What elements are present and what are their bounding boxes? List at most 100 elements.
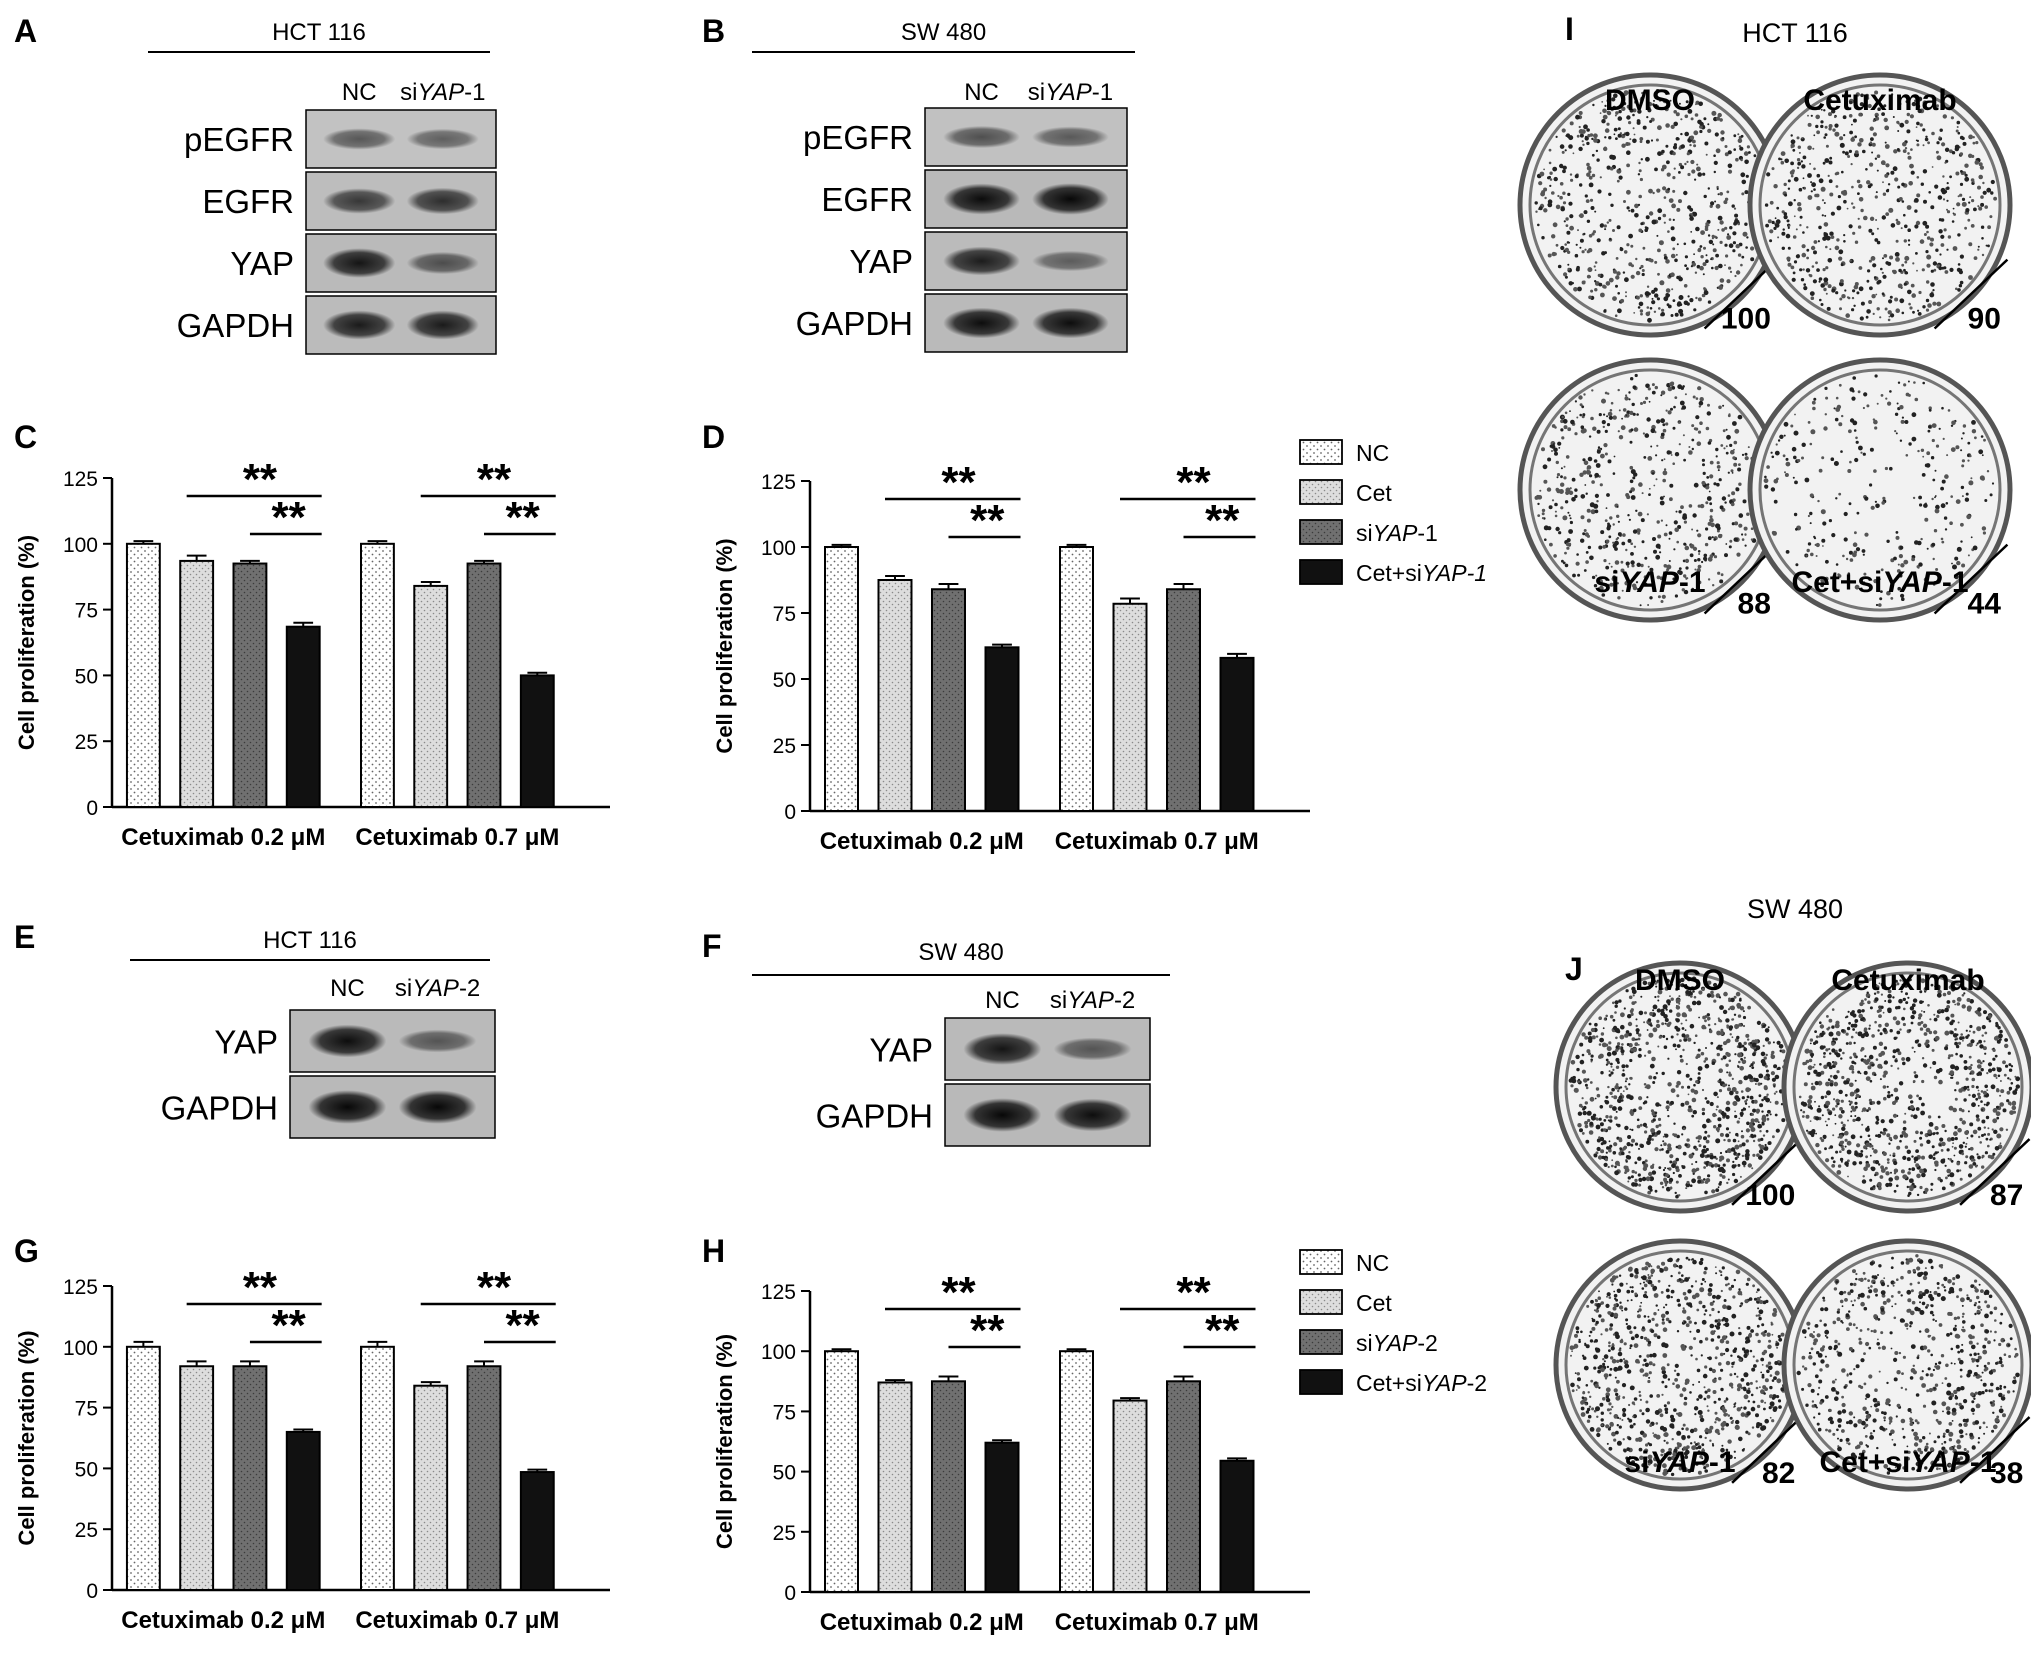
colony-dot	[1658, 1035, 1662, 1039]
colony-dot	[1670, 407, 1673, 411]
colony-dot	[1886, 1158, 1890, 1161]
colony-dot	[1730, 997, 1735, 1003]
colony-dot	[1835, 1049, 1838, 1053]
colony-dot	[1761, 1110, 1764, 1113]
colony-dot	[1799, 224, 1802, 227]
colony-dot	[1982, 1046, 1987, 1051]
colony-dot	[1560, 482, 1565, 487]
colony-dot	[1900, 419, 1905, 424]
colony-dot	[1570, 419, 1575, 425]
colony-dot	[1854, 1101, 1858, 1105]
colony-dot	[1625, 561, 1630, 566]
colony-dot	[1770, 487, 1776, 492]
colony-dot	[1931, 166, 1934, 168]
colony-dot	[1697, 558, 1701, 562]
colony-dot	[1790, 161, 1794, 166]
colony-dot	[1664, 1184, 1668, 1187]
colony-dot	[1604, 104, 1607, 107]
colony-dot	[1807, 542, 1812, 546]
colony-dot	[1740, 1134, 1745, 1139]
colony-dot	[1628, 209, 1631, 212]
colony-dot	[1800, 1109, 1803, 1112]
colony-dot	[1677, 1271, 1681, 1275]
colony-dot	[1670, 1088, 1676, 1093]
colony-dot	[1607, 583, 1610, 587]
colony-dot	[1703, 1178, 1706, 1181]
colony-dot	[1757, 1082, 1761, 1086]
colony-dot	[1603, 309, 1607, 313]
colony-dot	[1666, 1100, 1670, 1104]
colony-dot	[1908, 302, 1911, 306]
colony-dot	[1954, 1041, 1958, 1046]
colony-dot	[1642, 246, 1646, 250]
colony-dot	[1586, 141, 1590, 146]
colony-dot	[1802, 1110, 1806, 1114]
colony-dot	[1605, 1063, 1608, 1066]
colony-dot	[1863, 392, 1868, 397]
y-tick-label: 25	[75, 1519, 98, 1542]
colony-dot	[1875, 191, 1878, 194]
colony-dot	[1695, 296, 1698, 300]
label-part: -1	[1417, 520, 1437, 546]
colony-dot	[1691, 587, 1695, 591]
colony-dot	[1709, 502, 1713, 506]
colony-dot	[1604, 251, 1607, 255]
colony-dot	[1617, 116, 1623, 121]
colony-dot	[1763, 1056, 1767, 1060]
colony-dot	[1790, 174, 1794, 178]
bar	[519, 1471, 555, 1591]
group-label: Cetuximab 0.2 μM	[820, 828, 1024, 855]
colony-dot	[1613, 1388, 1618, 1393]
colony-dot	[1709, 1120, 1712, 1123]
colony-dot	[1956, 1002, 1961, 1006]
colony-dot	[1655, 454, 1658, 457]
colony-dot	[1745, 1282, 1749, 1286]
colony-dot	[1695, 1147, 1699, 1151]
colony-dot	[1792, 235, 1797, 239]
label-part: YAP	[1373, 520, 1418, 546]
colony-dot	[1806, 548, 1810, 553]
colony-dot	[1656, 1008, 1661, 1013]
colony-dot	[1610, 565, 1613, 568]
colony-dot	[1669, 1186, 1673, 1190]
colony-dot	[1883, 1070, 1888, 1076]
colony-dot	[1758, 1094, 1762, 1098]
colony-dot	[1667, 410, 1672, 415]
colony-dot	[1689, 298, 1694, 303]
colony-dot	[1898, 554, 1903, 559]
colony-dot	[1697, 1410, 1703, 1415]
colony-dot	[1724, 1322, 1730, 1328]
colony-dot	[1606, 1051, 1612, 1057]
colony-dot	[1663, 1177, 1668, 1182]
colony-dot	[1912, 998, 1918, 1003]
colony-dot	[1896, 402, 1899, 405]
colony-dot	[1702, 172, 1706, 176]
colony-dot	[1581, 1032, 1586, 1037]
colony-dot	[1686, 302, 1690, 306]
colony-dot	[1908, 243, 1911, 246]
colony-dot	[1625, 131, 1630, 137]
colony-dot	[1634, 1161, 1638, 1165]
colony-dot	[1780, 160, 1785, 165]
colony-dot	[1976, 1026, 1982, 1032]
y-tick-label: 125	[761, 471, 796, 494]
colony-dot	[1683, 589, 1689, 595]
colony-dot	[1680, 983, 1685, 988]
protein-label: EGFR	[821, 181, 913, 218]
colony-dot	[1878, 603, 1882, 607]
protein-band	[1032, 307, 1109, 339]
colony-dot	[1938, 427, 1941, 430]
lane-label-si: siYAP-1	[400, 79, 485, 106]
colony-dot	[1869, 1178, 1873, 1182]
colony-dot	[1600, 453, 1605, 459]
colony-dot	[1726, 279, 1731, 284]
colony-dot	[1817, 1150, 1822, 1154]
colony-dot	[1825, 292, 1828, 295]
y-tick-label: 25	[773, 1522, 796, 1545]
colony-dot	[1728, 1071, 1731, 1074]
colony-dot	[1603, 1162, 1608, 1167]
bar	[1112, 602, 1148, 813]
colony-dot	[1823, 109, 1826, 112]
colony-dot	[1776, 477, 1779, 481]
colony-dot	[1781, 1049, 1786, 1054]
